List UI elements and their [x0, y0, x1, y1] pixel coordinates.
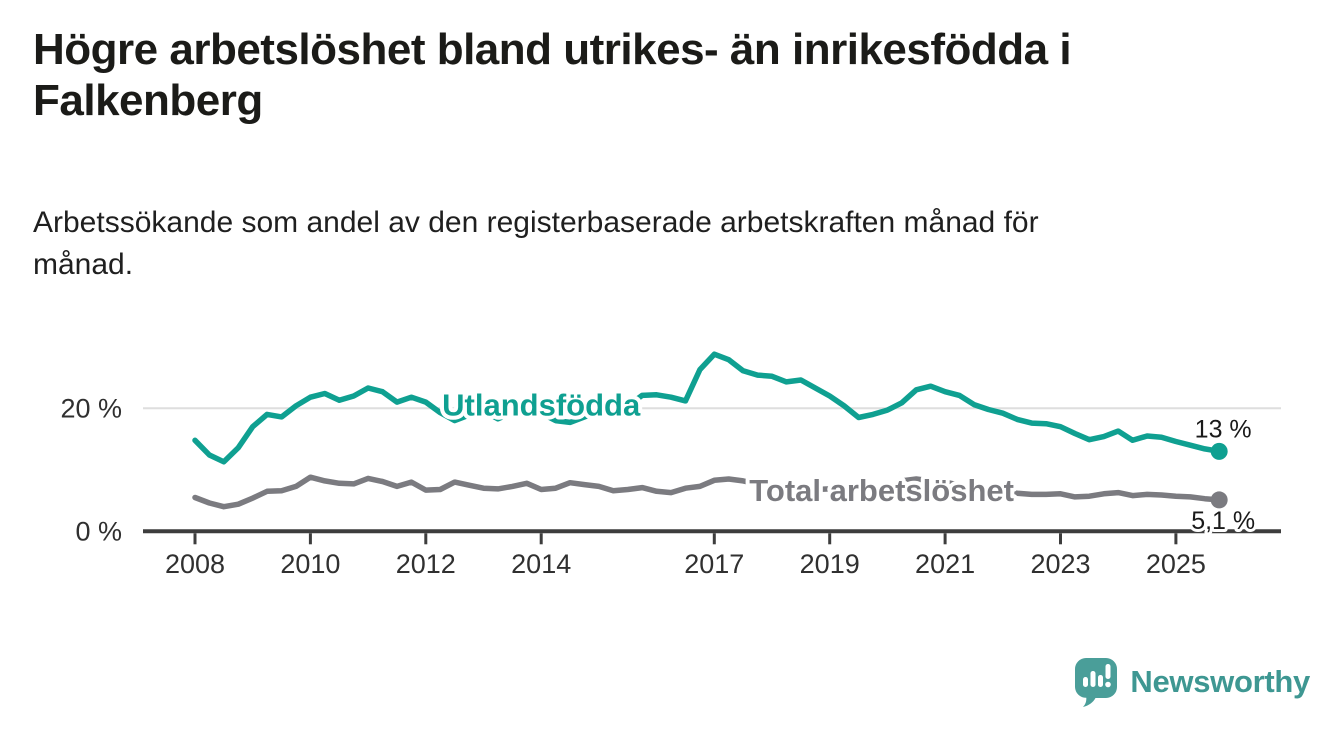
x-tick-label-2010: 2010 [280, 549, 340, 579]
x-tick-label-2008: 2008 [165, 549, 225, 579]
logo-bar-2 [1090, 671, 1096, 687]
end-dot-total-arbetsloshet [1210, 491, 1228, 509]
chart-subtitle-line-1: Arbetssökande som andel av den registerb… [33, 206, 1039, 239]
end-value-label-utlandsfodda: 13 % [1195, 415, 1252, 443]
series-inline-label-1: Total arbetslöshet [749, 473, 1014, 508]
chart-subtitle-line-2: månad. [33, 248, 134, 281]
series-line-utlandsfodda [192, 351, 1222, 465]
x-tick-label-2021: 2021 [915, 549, 975, 579]
logo-exclamation-bar [1105, 664, 1111, 679]
page-title-line-1: Högre arbetslöshet bland utrikes- än inr… [33, 25, 1072, 74]
x-tick-label-2023: 2023 [1030, 549, 1090, 579]
x-tick-label-2017: 2017 [684, 549, 744, 579]
x-tick-label-2025: 2025 [1146, 549, 1206, 579]
series-inline-label-0: Utlandsfödda [442, 388, 641, 423]
end-value-label-total-arbetsloshet: 5,1 % [1191, 507, 1255, 535]
series-line-total-arbetsloshet [192, 474, 1222, 510]
end-dot-utlandsfodda [1210, 442, 1228, 460]
logo-speech-bubble [1075, 658, 1118, 707]
y-tick-label-20: 20 % [60, 393, 122, 423]
newsworthy-logo-icon [1075, 658, 1118, 707]
y-tick-label-0: 0 % [75, 516, 122, 546]
brand-logo: Newsworthy [1073, 656, 1310, 708]
logo-exclamation-dot [1105, 681, 1112, 688]
logo-bar-1 [1083, 677, 1089, 687]
x-tick-label-2014: 2014 [511, 549, 571, 579]
x-tick-label-2012: 2012 [396, 549, 456, 579]
chart-subtitle: Arbetssökande som andel av den registerb… [33, 202, 1039, 286]
x-tick-label-2019: 2019 [800, 549, 860, 579]
page-title: Högre arbetslöshet bland utrikes- än inr… [33, 24, 1072, 126]
logo-bar-3 [1098, 675, 1104, 687]
page-title-line-2: Falkenberg [33, 76, 263, 125]
brand-name: Newsworthy [1130, 664, 1310, 699]
